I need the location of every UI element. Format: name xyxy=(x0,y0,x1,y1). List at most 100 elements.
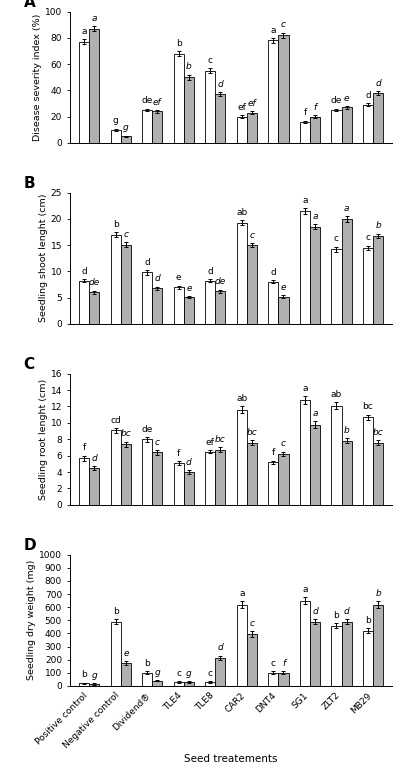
Text: b: b xyxy=(343,426,348,436)
Text: ab: ab xyxy=(236,394,247,403)
Bar xyxy=(152,112,162,143)
Y-axis label: Seedling root lenght (cm): Seedling root lenght (cm) xyxy=(38,379,48,500)
Bar xyxy=(236,116,246,143)
Text: b: b xyxy=(186,62,191,71)
Bar xyxy=(110,622,120,686)
Bar xyxy=(372,236,382,324)
Text: d: d xyxy=(364,91,370,100)
Bar xyxy=(142,110,152,143)
Text: de: de xyxy=(214,277,225,287)
Bar xyxy=(152,453,162,505)
Bar xyxy=(268,40,278,143)
Text: d: d xyxy=(154,274,160,284)
Bar xyxy=(362,248,372,324)
Text: e: e xyxy=(123,649,128,658)
Text: a: a xyxy=(302,585,307,594)
Text: B: B xyxy=(24,177,35,191)
Text: D: D xyxy=(24,539,36,553)
Text: b: b xyxy=(374,589,380,598)
Text: f: f xyxy=(313,103,316,112)
Bar xyxy=(110,430,120,505)
Bar xyxy=(89,684,99,686)
Bar xyxy=(278,454,288,505)
Text: b: b xyxy=(113,607,118,615)
Text: A: A xyxy=(24,0,35,10)
Text: e: e xyxy=(176,274,181,282)
Text: c: c xyxy=(270,660,275,668)
Text: c: c xyxy=(123,230,128,239)
Bar xyxy=(372,604,382,686)
Bar xyxy=(246,634,256,686)
Y-axis label: Disease severity index (%): Disease severity index (%) xyxy=(33,13,42,141)
Bar xyxy=(309,425,319,505)
Text: g: g xyxy=(113,116,118,126)
Bar xyxy=(268,462,278,505)
Bar xyxy=(246,443,256,505)
Bar xyxy=(215,658,225,686)
Bar xyxy=(110,129,120,143)
Bar xyxy=(309,116,319,143)
Text: C: C xyxy=(24,357,35,372)
Text: d: d xyxy=(343,607,348,615)
Bar xyxy=(205,281,215,324)
Text: c: c xyxy=(280,20,285,29)
Text: e: e xyxy=(343,94,348,103)
Bar xyxy=(236,222,246,324)
Text: c: c xyxy=(249,231,254,239)
Bar xyxy=(236,604,246,686)
Text: f: f xyxy=(82,443,86,453)
Bar xyxy=(110,235,120,324)
Text: d: d xyxy=(207,267,213,276)
Text: f: f xyxy=(281,660,284,668)
Bar xyxy=(183,472,193,505)
Text: g: g xyxy=(91,671,97,680)
Text: d: d xyxy=(217,80,223,89)
Y-axis label: Seedling shoot lenght (cm): Seedling shoot lenght (cm) xyxy=(38,194,48,322)
Text: b: b xyxy=(374,222,380,230)
Bar xyxy=(215,95,225,143)
Bar xyxy=(341,622,351,686)
Text: ab: ab xyxy=(236,208,247,217)
Text: a: a xyxy=(312,409,317,418)
Text: b: b xyxy=(81,670,87,680)
Bar xyxy=(341,441,351,505)
Bar xyxy=(278,673,288,686)
Text: e: e xyxy=(186,284,191,293)
Bar xyxy=(183,682,193,686)
Bar xyxy=(246,245,256,324)
Text: e: e xyxy=(280,283,286,292)
Bar xyxy=(120,245,131,324)
Bar xyxy=(79,281,89,324)
Text: d: d xyxy=(374,79,380,88)
Bar xyxy=(173,53,183,143)
Text: b: b xyxy=(176,39,181,48)
Bar xyxy=(205,71,215,143)
Text: d: d xyxy=(217,643,223,653)
Bar xyxy=(299,601,309,686)
Text: c: c xyxy=(365,233,370,243)
Bar xyxy=(372,93,382,143)
Bar xyxy=(330,110,341,143)
Bar xyxy=(89,292,99,324)
Bar xyxy=(89,468,99,505)
Bar xyxy=(142,272,152,324)
Text: f: f xyxy=(271,448,274,457)
Text: a: a xyxy=(270,26,275,35)
Text: b: b xyxy=(333,611,338,620)
Text: d: d xyxy=(270,268,275,277)
Bar xyxy=(205,452,215,505)
Bar xyxy=(246,112,256,143)
Text: de: de xyxy=(330,96,341,105)
Bar xyxy=(183,297,193,324)
Text: a: a xyxy=(302,195,307,205)
Bar xyxy=(330,405,341,505)
Bar xyxy=(152,288,162,324)
Bar xyxy=(79,42,89,143)
Bar xyxy=(362,105,372,143)
Text: ab: ab xyxy=(330,390,341,399)
Bar xyxy=(278,297,288,324)
Text: c: c xyxy=(249,619,254,629)
Bar xyxy=(173,682,183,686)
Bar xyxy=(142,673,152,686)
Bar xyxy=(299,122,309,143)
